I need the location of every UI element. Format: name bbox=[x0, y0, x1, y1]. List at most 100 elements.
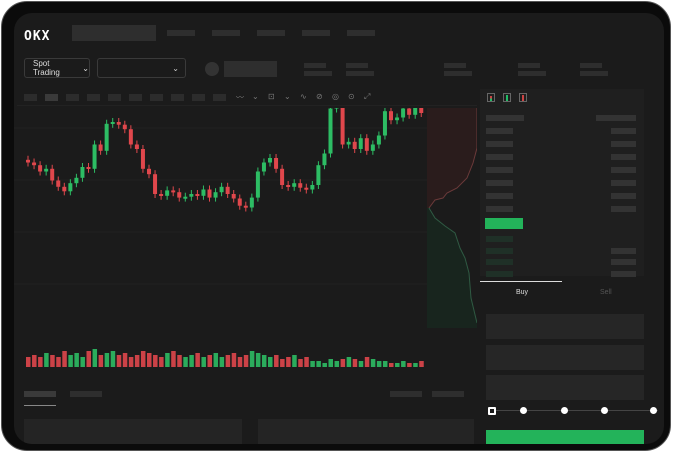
candle bbox=[274, 158, 279, 169]
volume-bar bbox=[364, 357, 370, 367]
chart-tool-icon[interactable]: 〰 bbox=[236, 93, 244, 102]
ask-row[interactable] bbox=[486, 193, 513, 199]
spot-trading-button[interactable]: Spot Trading ⌄ bbox=[24, 58, 90, 78]
timeframe-button[interactable] bbox=[45, 94, 58, 101]
volume-bar bbox=[304, 357, 309, 367]
candle bbox=[292, 183, 297, 187]
ask-row[interactable] bbox=[486, 180, 513, 186]
volume-bar bbox=[122, 353, 128, 367]
volume-bar bbox=[26, 357, 31, 367]
slider-step[interactable] bbox=[520, 407, 527, 414]
candle bbox=[298, 183, 303, 188]
chart-tool-icon[interactable]: ⊙ bbox=[348, 92, 355, 101]
candle bbox=[80, 167, 85, 178]
candle bbox=[201, 189, 206, 196]
candle bbox=[370, 144, 375, 151]
amount-input[interactable] bbox=[486, 345, 644, 370]
volume-bar bbox=[340, 359, 346, 367]
ticker-stat-value bbox=[580, 71, 608, 76]
ask-row[interactable] bbox=[486, 167, 513, 173]
bottom-card bbox=[258, 419, 474, 444]
search-bar[interactable] bbox=[72, 25, 156, 41]
volume-bar bbox=[395, 363, 400, 367]
timeframe-button[interactable] bbox=[171, 94, 184, 101]
nav-item[interactable] bbox=[212, 30, 240, 36]
slider-step[interactable] bbox=[561, 407, 568, 414]
ask-size bbox=[611, 141, 636, 147]
ask-size bbox=[611, 128, 636, 134]
candle bbox=[389, 111, 393, 121]
volume-bar bbox=[243, 355, 249, 367]
timeframe-button[interactable] bbox=[192, 94, 205, 101]
bid-row[interactable] bbox=[486, 236, 513, 242]
ask-row[interactable] bbox=[486, 154, 513, 160]
chart-tool-icon[interactable]: ◎ bbox=[332, 92, 339, 101]
orderbook-both-icon[interactable] bbox=[487, 93, 495, 102]
candle bbox=[328, 108, 333, 154]
timeframe-button[interactable] bbox=[150, 94, 163, 101]
chart-tool-icon[interactable]: ⌄ bbox=[284, 92, 291, 101]
chart-tool-icon[interactable]: ⊘ bbox=[316, 92, 323, 101]
asks-area bbox=[427, 108, 477, 208]
nav-item[interactable] bbox=[257, 30, 285, 36]
volume-bar bbox=[38, 357, 43, 367]
timeframe-button[interactable] bbox=[87, 94, 100, 101]
volume-bar bbox=[201, 357, 206, 367]
slider-step[interactable] bbox=[488, 407, 496, 415]
timeframe-button[interactable] bbox=[129, 94, 142, 101]
volume-bar bbox=[298, 359, 303, 367]
orderbook-asks-icon[interactable] bbox=[519, 93, 527, 102]
bid-row[interactable] bbox=[486, 248, 513, 254]
ticker-stat-label bbox=[518, 63, 540, 68]
orderbook-bids-icon[interactable] bbox=[503, 93, 511, 102]
buy-button[interactable] bbox=[486, 430, 644, 444]
bottom-action[interactable] bbox=[432, 391, 464, 397]
volume-bar bbox=[207, 355, 212, 367]
bottom-tab-history[interactable] bbox=[70, 391, 102, 397]
timeframe-button[interactable] bbox=[24, 94, 37, 101]
pair-select[interactable]: ⌄ bbox=[97, 58, 186, 78]
candlestick-chart[interactable] bbox=[14, 108, 427, 373]
ask-row[interactable] bbox=[486, 141, 513, 147]
bid-row[interactable] bbox=[486, 271, 513, 277]
bid-row[interactable] bbox=[486, 259, 513, 265]
chart-tool-icon[interactable]: ⊡ bbox=[268, 92, 275, 101]
candle bbox=[207, 189, 212, 198]
candle bbox=[395, 117, 400, 121]
ask-row[interactable] bbox=[486, 128, 513, 134]
candle bbox=[56, 180, 61, 187]
volume-bar bbox=[110, 351, 116, 367]
slider-step[interactable] bbox=[601, 407, 608, 414]
ticker-stat-label bbox=[580, 63, 602, 68]
slider-step[interactable] bbox=[650, 407, 657, 414]
chart-tool-icon[interactable]: ⤢ bbox=[364, 92, 371, 101]
bottom-card bbox=[24, 419, 242, 444]
candle bbox=[98, 144, 103, 151]
chart-tool-icon[interactable]: ⌄ bbox=[252, 92, 259, 101]
nav-item[interactable] bbox=[167, 30, 195, 36]
nav-item[interactable] bbox=[302, 30, 330, 36]
volume-bar bbox=[286, 357, 291, 367]
tab-sell[interactable]: Sell bbox=[600, 289, 612, 296]
candle bbox=[116, 122, 121, 125]
total-input[interactable] bbox=[486, 375, 644, 400]
volume-bar bbox=[261, 355, 267, 367]
ask-row[interactable] bbox=[486, 206, 513, 212]
timeframe-button[interactable] bbox=[108, 94, 121, 101]
ask-size bbox=[611, 180, 636, 186]
timeframe-button[interactable] bbox=[213, 94, 226, 101]
candle bbox=[195, 194, 200, 196]
bottom-action[interactable] bbox=[390, 391, 422, 397]
candle bbox=[261, 162, 266, 172]
timeframe-button[interactable] bbox=[66, 94, 79, 101]
tab-buy[interactable]: Buy bbox=[516, 289, 529, 296]
bottom-tab-open-orders[interactable] bbox=[24, 391, 56, 397]
volume-bar bbox=[68, 355, 73, 367]
volume-bar bbox=[183, 357, 188, 367]
nav-item[interactable] bbox=[347, 30, 375, 36]
candle bbox=[219, 186, 224, 193]
price-input[interactable] bbox=[486, 314, 644, 339]
amount-slider[interactable] bbox=[488, 407, 658, 415]
chart-tool-icon[interactable]: ∿ bbox=[300, 92, 307, 101]
